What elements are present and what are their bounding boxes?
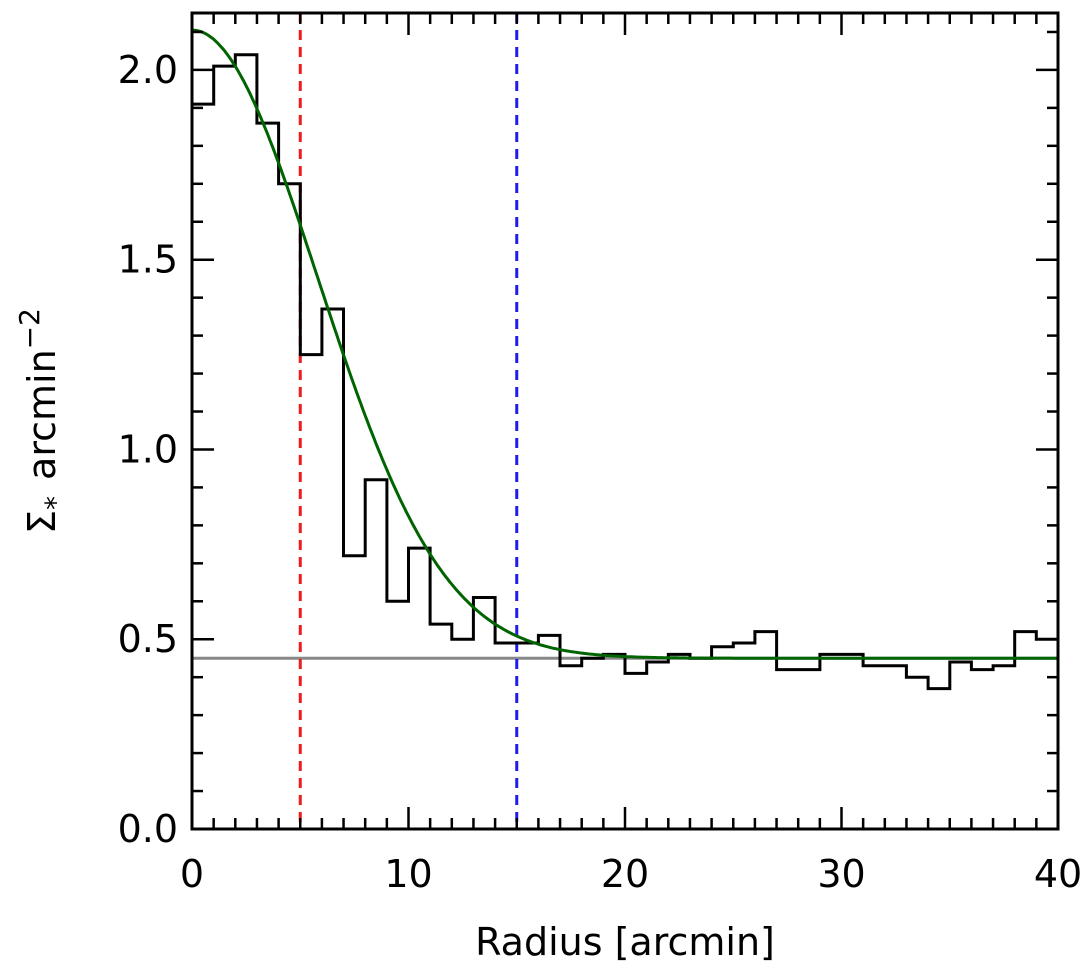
y-axis-symbol: Σ [20,510,64,534]
tick-labels: 0 10 20 30 40 0.0 0.5 1.0 1.5 2.0 [118,48,1080,896]
y-tick-label: 2.0 [118,48,178,92]
y-tick-label: 1.0 [118,427,178,471]
x-tick-label: 0 [180,852,204,896]
y-tick-label: 1.5 [118,238,178,282]
y-axis-title: Σ* arcmin−2 [13,308,72,534]
y-axis-exponent: −2 [13,308,46,349]
y-axis-unit: arcmin [20,349,64,480]
density-histogram [192,53,1058,691]
x-tick-label: 40 [1034,852,1080,896]
x-tick-label: 10 [384,852,432,896]
axis-ticks [190,13,1060,831]
x-axis-title: Radius [arcmin] [475,920,775,964]
y-tick-label: 0.5 [118,617,178,661]
x-tick-label: 20 [601,852,649,896]
y-tick-label: 0.0 [118,807,178,851]
gaussian-fit-curve [192,28,1058,660]
plot-frame [190,11,1060,831]
y-axis-subscript: * [39,496,72,510]
x-tick-label: 30 [817,852,865,896]
plot-area [192,13,1058,829]
